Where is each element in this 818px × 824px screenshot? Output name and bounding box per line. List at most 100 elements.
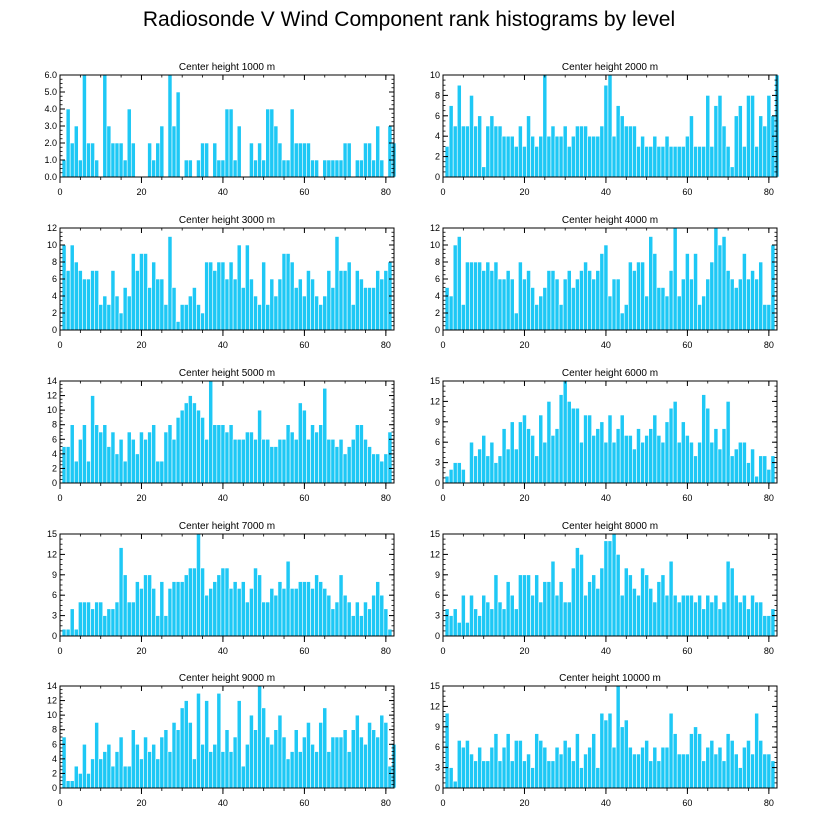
histogram-bar bbox=[530, 135, 535, 178]
y-tick-label: 6 bbox=[52, 434, 57, 444]
histogram-bar bbox=[334, 446, 340, 484]
histogram-bar bbox=[314, 574, 319, 637]
histogram-bar bbox=[171, 438, 177, 484]
histogram-bar bbox=[770, 760, 776, 789]
x-tick-label: 0 bbox=[440, 493, 445, 503]
histogram-bar bbox=[513, 608, 519, 637]
histogram-bar bbox=[261, 601, 266, 637]
histogram-bar bbox=[363, 601, 368, 637]
histogram-bar bbox=[575, 125, 580, 178]
y-tick-label: 6 bbox=[435, 274, 440, 284]
main-title: Radiosonde V Wind Component rank histogr… bbox=[142, 8, 676, 31]
histogram-bar bbox=[746, 608, 751, 637]
y-tick-label: 12 bbox=[430, 549, 440, 559]
histogram-bar bbox=[200, 743, 205, 789]
histogram-bar bbox=[497, 455, 503, 484]
histogram-bar bbox=[640, 441, 645, 484]
histogram-bar bbox=[668, 407, 674, 484]
histogram-bar bbox=[383, 270, 389, 331]
y-tick-label: 12 bbox=[430, 396, 440, 406]
histogram-bar bbox=[383, 722, 389, 789]
histogram-bar bbox=[505, 270, 511, 331]
histogram-bar bbox=[346, 601, 352, 637]
histogram-bar bbox=[497, 760, 503, 789]
histogram-bar bbox=[587, 414, 592, 484]
panel-title: Center height 4000 m bbox=[562, 215, 658, 226]
histogram-bar bbox=[122, 159, 128, 178]
y-tick-label: 0 bbox=[52, 631, 57, 641]
histogram-bar bbox=[518, 421, 523, 484]
histogram-bar bbox=[473, 125, 478, 178]
histogram-bar bbox=[289, 261, 295, 331]
histogram-bar bbox=[306, 142, 311, 178]
histogram-bar bbox=[709, 601, 715, 637]
histogram-bar bbox=[61, 628, 67, 637]
histogram-bar bbox=[448, 469, 454, 484]
histogram-bar bbox=[725, 401, 731, 484]
histogram-bar bbox=[713, 105, 719, 178]
histogram-bar bbox=[721, 125, 727, 178]
histogram-bar bbox=[171, 581, 177, 637]
histogram-bar bbox=[538, 295, 544, 331]
histogram-bar bbox=[693, 146, 698, 178]
histogram-bar bbox=[505, 581, 511, 637]
histogram-bar bbox=[558, 394, 564, 484]
histogram-bar bbox=[729, 166, 735, 178]
histogram-bar bbox=[232, 736, 238, 789]
x-tick-label: 40 bbox=[218, 340, 228, 350]
y-tick-label: 14 bbox=[47, 681, 57, 691]
histogram-bar bbox=[623, 435, 629, 484]
histogram-bar bbox=[550, 435, 556, 484]
histogram-bar bbox=[742, 253, 747, 331]
histogram-bar bbox=[554, 746, 560, 789]
histogram-bar bbox=[269, 108, 275, 178]
histogram-bar bbox=[122, 460, 128, 484]
histogram-bar bbox=[742, 441, 747, 484]
histogram-bar bbox=[326, 751, 332, 789]
histogram-bar bbox=[245, 743, 250, 789]
histogram-bar bbox=[485, 261, 491, 331]
histogram-bar bbox=[334, 159, 340, 178]
histogram-bar bbox=[350, 304, 356, 331]
histogram-bar bbox=[265, 736, 271, 789]
histogram-bar bbox=[505, 448, 511, 484]
histogram-bar bbox=[224, 431, 230, 484]
y-tick-label: 6 bbox=[435, 590, 440, 600]
histogram-bar bbox=[452, 244, 458, 331]
histogram-bar bbox=[469, 753, 474, 789]
histogram-bar bbox=[591, 435, 597, 484]
histogram-bar bbox=[69, 244, 75, 331]
histogram-bar bbox=[554, 594, 560, 637]
histogram-bar bbox=[509, 594, 515, 637]
histogram-bar bbox=[359, 736, 364, 789]
histogram-bar bbox=[78, 270, 83, 331]
histogram-bar bbox=[717, 448, 723, 484]
histogram-bar bbox=[697, 733, 702, 789]
histogram-panel-3: Center height 3000 m 0 2 4 6 8 10 12 0 20 40 60 80 bbox=[47, 215, 395, 350]
histogram-bar bbox=[86, 601, 91, 637]
histogram-bar bbox=[183, 402, 189, 484]
histogram-bar bbox=[546, 760, 552, 789]
histogram-bar bbox=[314, 431, 319, 484]
histogram-bar bbox=[102, 615, 108, 637]
histogram-bar bbox=[314, 295, 319, 331]
histogram-bar bbox=[151, 588, 157, 637]
histogram-bar bbox=[717, 244, 723, 331]
histogram-bar bbox=[709, 146, 715, 178]
histogram-bar bbox=[701, 394, 707, 484]
histogram-bar bbox=[758, 261, 764, 331]
histogram-bar bbox=[232, 581, 238, 637]
histogram-bar bbox=[485, 125, 491, 178]
histogram-bar bbox=[660, 146, 666, 178]
y-tick-label: 9 bbox=[435, 722, 440, 732]
histogram-bar bbox=[685, 594, 690, 637]
histogram-bar bbox=[302, 409, 307, 484]
histogram-bar bbox=[770, 608, 776, 637]
histogram-bar bbox=[619, 594, 625, 637]
histogram-bar bbox=[762, 125, 768, 178]
x-tick-label: 80 bbox=[381, 340, 391, 350]
histogram-bar bbox=[611, 278, 617, 331]
histogram-bar bbox=[737, 441, 743, 484]
histogram-bar bbox=[672, 401, 678, 484]
histogram-bar bbox=[216, 692, 222, 789]
